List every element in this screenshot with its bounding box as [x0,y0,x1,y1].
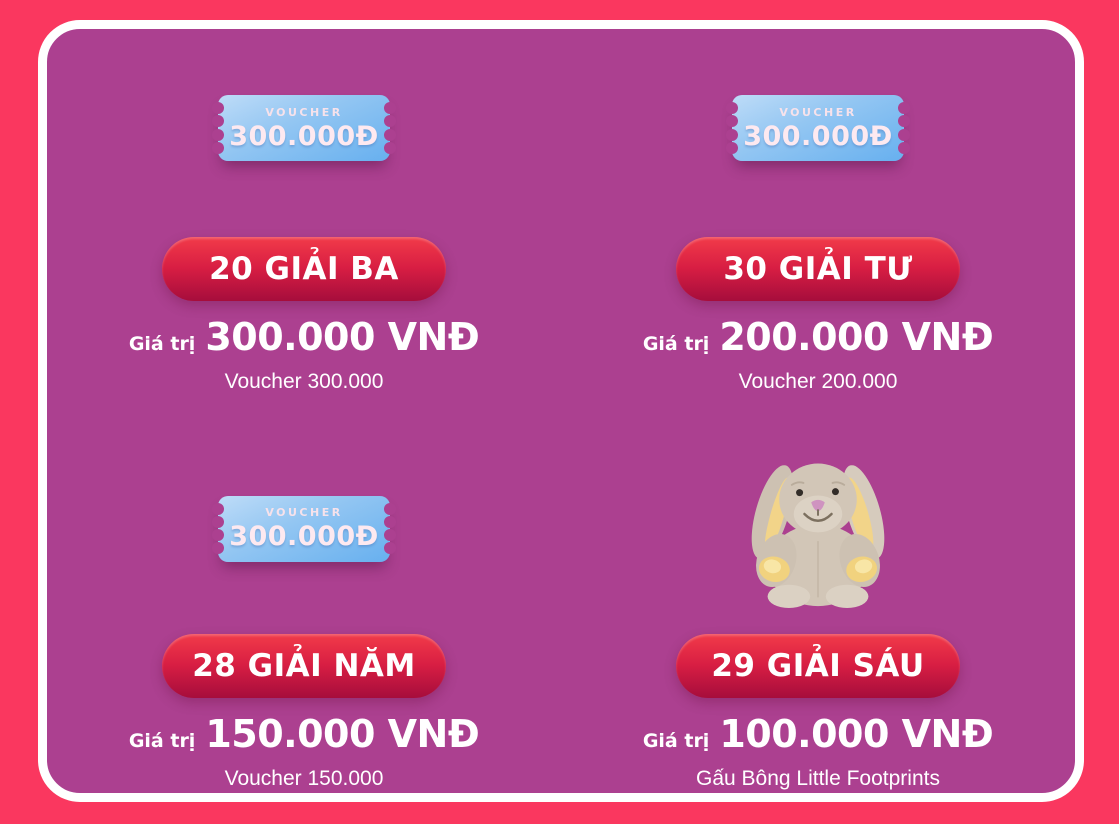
prize-panel: VOUCHER 300.000Đ 20 GIẢI BA Giá trị 300.… [38,20,1084,802]
ticket-voucher-label: VOUCHER [265,506,343,519]
prize-description: Voucher 300.000 [224,370,384,393]
ticket-notch [212,141,224,154]
voucher-ticket-image: VOUCHER 300.000Đ [726,95,910,161]
ticket-notch [212,515,224,528]
ticket-notch [726,128,738,141]
prize-description: Voucher 200.000 [738,370,898,393]
ticket-notch [384,141,396,154]
ticket-notch [726,102,738,115]
ticket-notch [212,102,224,115]
prize-value: 200.000 VNĐ [719,315,994,359]
voucher-ticket-image: VOUCHER 300.000Đ [212,495,396,562]
prize-image-area [735,449,901,609]
value-prefix: Giá trị [642,729,710,752]
ticket-notch [726,141,738,154]
ticket-notch [384,515,396,528]
prize-description: Voucher 150.000 [224,766,384,790]
ticket-notch [898,141,910,154]
prize-value-line: Giá trị 300.000 VNĐ [128,315,480,364]
prize-button-giai-nam[interactable]: 28 GIẢI NĂM [162,633,446,698]
prize-value-line: Giá trị 100.000 VNĐ [642,711,994,761]
ticket-notch [212,115,224,128]
ticket-voucher-label: VOUCHER [779,105,857,119]
ticket-amount: 300.000Đ [743,120,893,152]
ticket-notch [384,502,396,515]
ticket-amount: 300.000Đ [229,521,379,552]
ticket-notch [384,102,396,115]
ticket-notch [384,115,396,128]
ticket-notch [212,529,224,542]
ticket-voucher-label: VOUCHER [265,105,343,119]
prize-value: 300.000 VNĐ [205,315,480,359]
prize-value-line: Giá trị 150.000 VNĐ [128,711,480,761]
prize-button-giai-tu[interactable]: 30 GIẢI TƯ [676,237,960,301]
prize-value: 100.000 VNĐ [719,711,994,756]
value-prefix: Giá trị [128,333,196,355]
ticket-amount: 300.000Đ [229,120,379,152]
prize-image-area: VOUCHER 300.000Đ [726,95,910,161]
ticket-notch [898,115,910,128]
ticket-notch [384,542,396,555]
prize-value: 150.000 VNĐ [205,711,480,756]
voucher-ticket-image: VOUCHER 300.000Đ [212,95,396,161]
ticket-notch [384,128,396,141]
plush-bunny-image [751,463,885,608]
value-prefix: Giá trị [642,333,710,355]
prize-button-giai-sau[interactable]: 29 GIẢI SÁU [676,633,960,698]
prize-cell-giai-nam: VOUCHER 300.000Đ 28 GIẢI NĂM Giá trị 150… [47,449,561,794]
prize-image-area: VOUCHER 300.000Đ [212,95,396,161]
prize-cell-giai-ba: VOUCHER 300.000Đ 20 GIẢI BA Giá trị 300.… [47,29,561,397]
value-prefix: Giá trị [128,729,196,752]
prize-grid: VOUCHER 300.000Đ 20 GIẢI BA Giá trị 300.… [47,29,1075,793]
ticket-notch [212,502,224,515]
ticket-notch [898,128,910,141]
prize-cell-giai-sau: 29 GIẢI SÁU Giá trị 100.000 VNĐ Gấu Bông… [561,449,1075,794]
prize-description: Gấu Bông Little Footprints [696,766,940,790]
ticket-notch [212,542,224,555]
prize-image-area: VOUCHER 300.000Đ [212,449,396,609]
prize-value-line: Giá trị 200.000 VNĐ [642,315,994,364]
ticket-notch [212,128,224,141]
prize-button-giai-ba[interactable]: 20 GIẢI BA [162,237,446,301]
ticket-notch [726,115,738,128]
prize-cell-giai-tu: VOUCHER 300.000Đ 30 GIẢI TƯ Giá trị 200.… [561,29,1075,397]
ticket-notch [898,102,910,115]
ticket-notch [384,529,396,542]
